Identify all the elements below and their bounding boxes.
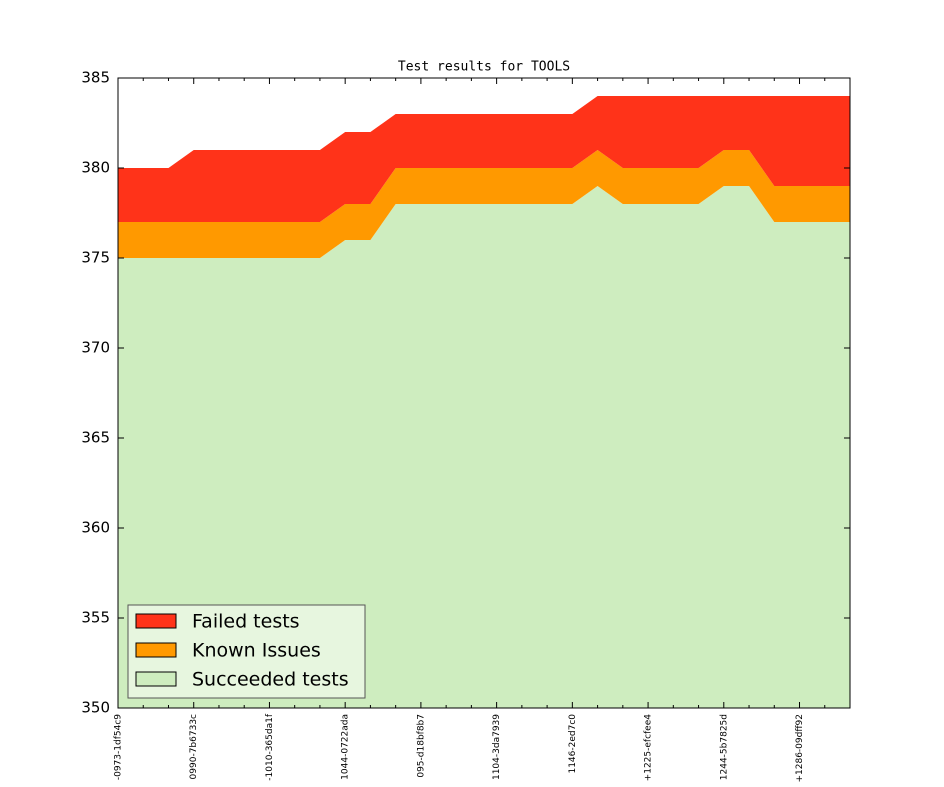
legend-label: Failed tests [192, 611, 300, 633]
chart-title: Test results for TOOLS [398, 60, 570, 75]
y-tick-label: 370 [81, 339, 110, 357]
area [118, 150, 850, 258]
x-tick-label: -0973-1df54c9 [114, 714, 124, 780]
legend-label: Known Issues [192, 640, 321, 662]
y-tick-label: 375 [81, 249, 110, 267]
x-tick-label: 095-d18bf8b7 [416, 714, 426, 778]
x-tick-label: 1104-3da7939 [492, 714, 502, 780]
x-tick-label: -1010-365da1f [265, 713, 275, 781]
x-tick-label: 1146-2ed7c0 [568, 714, 578, 774]
x-tick-label: +1225-efcfee4 [644, 714, 654, 782]
legend-swatch [135, 613, 177, 629]
legend: Failed tests Known Issues Succeeded tests [127, 604, 366, 699]
y-tick-label: 385 [81, 69, 110, 87]
y-tick-label: 380 [81, 159, 110, 177]
legend-label: Succeeded tests [192, 669, 349, 691]
plot-frame [117, 77, 851, 709]
x-tick-label: +1286-09dff92 [795, 714, 805, 783]
x-tick-label: 1244-5b7825d [719, 714, 729, 780]
y-tick-label: 350 [81, 699, 110, 717]
y-tick-label: 365 [81, 429, 110, 447]
legend-swatch [135, 671, 177, 687]
y-tick-label: 360 [81, 519, 110, 537]
legend-swatch [135, 642, 177, 658]
area [118, 96, 850, 222]
y-tick-label: 355 [81, 609, 110, 627]
x-tick-label: 0990-7b6733c [189, 714, 199, 779]
x-tick-label: 1044-0722ada [341, 714, 351, 780]
area [118, 186, 850, 708]
